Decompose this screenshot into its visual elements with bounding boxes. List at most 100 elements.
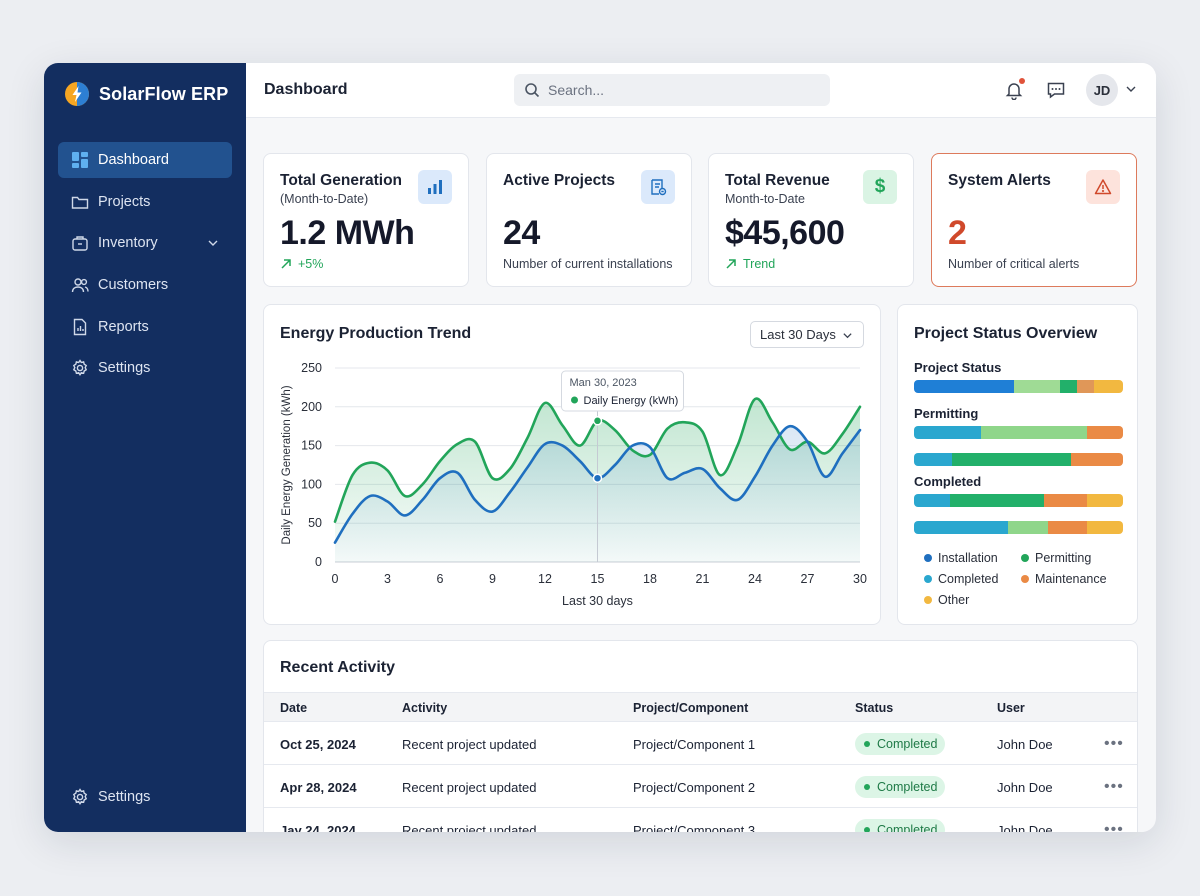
series-blue-point — [592, 473, 603, 483]
x-tick-label: 3 — [384, 572, 391, 586]
column-header[interactable]: Date — [280, 701, 308, 715]
kpi-total-generation[interactable]: Total Generation (Month-to-Date) 1.2 MWh… — [263, 153, 469, 287]
kpi-change: +5% — [280, 257, 323, 271]
sidebar-footer: Settings — [58, 779, 232, 821]
column-header[interactable]: Activity — [402, 701, 448, 715]
status-bar-segment — [914, 494, 950, 507]
table-row[interactable]: Oct 25, 2024 Recent project updated Proj… — [264, 723, 1137, 765]
more-actions-icon[interactable]: ••• — [1104, 778, 1124, 795]
x-tick-label: 18 — [643, 572, 657, 586]
sidebar-item-customers[interactable]: Customers — [58, 267, 232, 303]
status-bar-segment — [949, 494, 1044, 507]
cell-component: Project/Component 2 — [633, 780, 756, 795]
energy-trend-card: Energy Production Trend Last 30 Days 0 50… — [263, 304, 881, 625]
dashboard-icon — [70, 150, 90, 170]
status-row-label: Project Status — [914, 360, 1002, 375]
search-icon — [525, 83, 540, 98]
chevron-down-icon — [843, 333, 852, 339]
series-green-point — [592, 416, 603, 426]
status-bar-segment — [1093, 380, 1123, 393]
x-tick-label: 30 — [853, 572, 867, 586]
legend-label: Permitting — [1035, 551, 1092, 565]
kpi-value: $45,600 — [725, 214, 845, 252]
sidebar-item-label: Projects — [98, 193, 151, 210]
report-icon — [70, 317, 90, 337]
recent-activity-card: Recent Activity Date Activity Project/Co… — [263, 640, 1138, 832]
status-bar-segment — [1087, 521, 1123, 534]
cell-activity: Recent project updated — [402, 737, 537, 752]
status-bar-segment — [1087, 494, 1123, 507]
legend-swatch — [1021, 554, 1029, 562]
tooltip-date: Man 30, 2023 — [570, 377, 637, 389]
legend-item: Permitting — [1021, 551, 1091, 565]
bell-icon — [1005, 83, 1023, 100]
column-header[interactable]: Status — [855, 701, 894, 715]
avatar[interactable]: JD — [1086, 74, 1118, 106]
more-actions-icon[interactable]: ••• — [1104, 735, 1124, 752]
search-box[interactable] — [514, 74, 830, 106]
kpi-caption: Number of critical alerts — [948, 257, 1080, 271]
status-bar-segment — [1047, 521, 1088, 534]
status-bar-segment — [1070, 453, 1123, 466]
app-window: SolarFlow ERP Dashboard Projects Invento… — [44, 63, 1156, 832]
status-stacked-bar[interactable] — [914, 380, 1123, 393]
cell-date: Apr 28, 2024 — [280, 780, 357, 795]
kpi-change-value: +5% — [298, 257, 324, 271]
date-range-select[interactable]: Last 30 Days — [750, 321, 864, 348]
cell-user: John Doe — [997, 823, 1053, 832]
status-stacked-bar[interactable] — [914, 494, 1123, 507]
search-input[interactable] — [548, 82, 808, 98]
table-row[interactable]: Jay 24, 2024 Recent project updated Proj… — [264, 809, 1137, 832]
status-stacked-bar[interactable] — [914, 521, 1123, 534]
status-bar-segment — [1077, 380, 1094, 393]
sidebar-item-label: Dashboard — [98, 152, 169, 168]
kpi-total-revenue[interactable]: Total Revenue Month-to-Date $45,600 Tren… — [708, 153, 914, 287]
gear-icon — [70, 787, 90, 807]
kpi-system-alerts[interactable]: System Alerts 2 Number of critical alert… — [931, 153, 1137, 287]
status-bar-segment — [1087, 426, 1123, 439]
project-status-card: Project Status Overview Project Status Pe… — [897, 304, 1138, 625]
chevron-down-icon[interactable] — [206, 236, 220, 250]
sidebar-item-inventory[interactable]: Inventory — [58, 225, 232, 261]
energy-line-chart[interactable]: 0 50 100 150 200 250 0 3 6 9 12 15 18 21 24 27 30 Last 30… — [264, 305, 882, 626]
status-stacked-bar[interactable] — [914, 453, 1123, 466]
box-icon — [70, 233, 90, 253]
dollar-icon: $ — [863, 170, 897, 204]
table-header: Date Activity Project/Component Status U… — [264, 692, 1137, 722]
users-icon — [70, 275, 90, 295]
x-tick-label: 24 — [748, 572, 762, 586]
top-bar: Dashboard JD — [246, 63, 1156, 118]
cell-user: John Doe — [997, 737, 1053, 752]
legend-label: Other — [938, 593, 970, 607]
more-actions-icon[interactable]: ••• — [1104, 821, 1124, 832]
sidebar-item-reports[interactable]: Reports — [58, 309, 232, 345]
status-bar-segment — [1008, 521, 1048, 534]
cell-activity: Recent project updated — [402, 823, 537, 832]
chevron-down-icon[interactable] — [1125, 83, 1137, 95]
sidebar-item-settings-bottom[interactable]: Settings — [58, 779, 232, 815]
sidebar-item-settings[interactable]: Settings — [58, 350, 232, 386]
notification-button[interactable] — [1003, 78, 1025, 101]
column-header[interactable]: User — [997, 701, 1025, 715]
status-bar-segment — [951, 453, 1071, 466]
y-tick-label: 100 — [301, 477, 322, 491]
warning-icon — [1086, 170, 1120, 204]
kpi-subtitle: (Month-to-Date) — [280, 192, 369, 206]
status-stacked-bar[interactable] — [914, 426, 1123, 439]
sidebar-nav: Dashboard Projects Inventory Customers — [58, 142, 232, 392]
brand[interactable]: SolarFlow ERP — [64, 81, 228, 107]
legend-swatch — [924, 596, 932, 604]
sidebar-item-projects[interactable]: Projects — [58, 184, 232, 220]
column-header[interactable]: Project/Component — [633, 701, 749, 715]
x-tick-label: 0 — [332, 572, 339, 586]
cell-date: Oct 25, 2024 — [280, 737, 356, 752]
y-tick-label: 250 — [301, 361, 322, 375]
table-row[interactable]: Apr 28, 2024 Recent project updated Proj… — [264, 766, 1137, 808]
kpi-change-value: Trend — [743, 257, 776, 271]
messages-button[interactable] — [1045, 79, 1067, 101]
cell-user: John Doe — [997, 780, 1053, 795]
kpi-active-projects[interactable]: Active Projects 24 Number of current ins… — [486, 153, 692, 287]
card-title: Energy Production Trend — [280, 325, 472, 342]
sidebar-item-dashboard[interactable]: Dashboard — [58, 142, 232, 178]
card-title: Recent Activity — [280, 659, 395, 676]
